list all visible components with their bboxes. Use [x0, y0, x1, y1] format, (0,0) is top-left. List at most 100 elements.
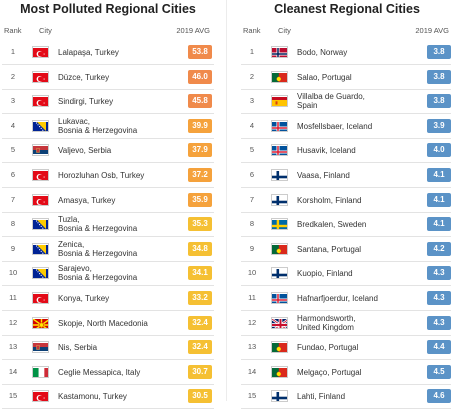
city-cell: Mosfellsbaer, Iceland: [297, 121, 373, 131]
table-row: 10 Sarajevo, Bosnia & Herzegovina 34.1: [2, 261, 214, 287]
turkey-flag-icon: [32, 169, 49, 181]
turkey-flag-icon: [32, 193, 49, 206]
avg-column-header: 2019 AVG: [415, 26, 449, 35]
serbia-flag-icon: [32, 341, 49, 354]
bosnia-flag-icon: [32, 218, 49, 231]
panel-divider: [226, 0, 227, 401]
iceland-flag-icon: [271, 119, 288, 132]
table-row: 13 Fundao, Portugal 4.4: [241, 335, 451, 361]
bosnia-flag-icon: [32, 242, 49, 255]
avg-value-badge: 3.8: [427, 45, 451, 59]
avg-value-badge: 33.2: [188, 291, 212, 305]
avg-value-badge: 34.1: [188, 266, 212, 281]
norway-flag-icon: [271, 46, 288, 58]
table-row: 4 Lukavac, Bosnia & Herzegovina 39.9: [2, 114, 214, 139]
avg-value-badge: 32.4: [188, 315, 212, 330]
table-row: 14 Melgaço, Portugal 4.5: [241, 360, 451, 385]
city-cell: Santana, Portugal: [297, 244, 362, 254]
city-cell: Fundao, Portugal: [297, 343, 359, 353]
city-cell: Melgaço, Portugal: [297, 367, 362, 377]
table-row: 6 Vaasa, Finland 4.1: [241, 163, 451, 188]
table-row: 5 Valjevo, Serbia 37.9: [2, 138, 214, 164]
polluted-table-title: Most Polluted Regional Cities: [20, 2, 196, 16]
cleanest-cities-table: Cleanest Regional Cities Rank City 2019 …: [241, 0, 451, 409]
city-cell: Kastamonu, Turkey: [58, 392, 127, 402]
city-cell: Bodo, Norway: [297, 48, 348, 57]
table-row: 3 Villalba de Guardo, Spain 3.8: [241, 89, 451, 115]
city-cell: Lukavac, Bosnia & Herzegovina: [58, 116, 138, 135]
avg-value-badge: 35.9: [188, 192, 212, 207]
iceland-flag-icon: [271, 292, 288, 304]
turkey-flag-icon: [32, 46, 49, 58]
table-row: 7 Amasya, Turkey 35.9: [2, 188, 214, 213]
bosnia-flag-icon: [32, 119, 49, 132]
city-cell: Salao, Portugal: [297, 72, 352, 82]
rank-cell: 12: [247, 317, 257, 327]
avg-value-badge: 4.3: [427, 315, 451, 330]
rank-cell: 5: [249, 145, 255, 155]
city-cell: Konya, Turkey: [58, 294, 110, 303]
portugal-flag-icon: [271, 242, 288, 255]
table-row: 11 Konya, Turkey 33.2: [2, 286, 214, 311]
macedonia-flag-icon: [32, 316, 49, 329]
table-row: 3 Sindirgi, Turkey 45.8: [2, 89, 214, 115]
city-cell: Horozluhan Osb, Turkey: [58, 171, 145, 180]
city-cell: Valjevo, Serbia: [58, 146, 112, 156]
city-cell: Lahti, Finland: [297, 392, 346, 402]
rank-column-header: Rank: [4, 26, 22, 35]
cleanest-table-title: Cleanest Regional Cities: [274, 2, 420, 16]
avg-value-badge: 4.5: [427, 364, 451, 379]
city-cell: Korsholm, Finland: [297, 195, 362, 205]
rank-cell: 7: [10, 194, 16, 204]
rank-column-header: Rank: [243, 26, 261, 35]
avg-value-badge: 34.8: [188, 241, 212, 256]
table-row: 1 Bodo, Norway 3.8: [241, 40, 451, 65]
turkey-flag-icon: [32, 70, 49, 83]
avg-value-badge: 4.3: [427, 266, 451, 281]
city-cell: Lalapaşa, Turkey: [58, 48, 119, 57]
table-row: 9 Santana, Portugal 4.2: [241, 237, 451, 262]
avg-value-badge: 4.2: [427, 241, 451, 256]
turkey-flag-icon: [32, 95, 49, 108]
rank-cell: 1: [10, 47, 16, 56]
table-row: 2 Salao, Portugal 3.8: [241, 65, 451, 90]
rank-cell: 7: [249, 194, 255, 204]
serbia-flag-icon: [32, 144, 49, 157]
uk-flag-icon: [271, 316, 288, 329]
city-cell: Amasya, Turkey: [58, 195, 116, 205]
rank-cell: 2: [249, 71, 255, 81]
rank-cell: 15: [247, 391, 257, 401]
avg-value-badge: 3.9: [427, 118, 451, 133]
table-row: 8 Bredkalen, Sweden 4.1: [241, 212, 451, 238]
rank-cell: 8: [10, 219, 16, 229]
rank-cell: 4: [10, 120, 16, 130]
rank-cell: 10: [8, 268, 18, 278]
table-row: 8 Tuzla, Bosnia & Herzegovina 35.3: [2, 212, 214, 238]
avg-value-badge: 46.0: [188, 69, 212, 84]
avg-value-badge: 4.6: [427, 389, 451, 404]
table-row: 12 Skopje, North Macedonia 32.4: [2, 311, 214, 336]
avg-value-badge: 4.3: [427, 291, 451, 305]
finland-flag-icon: [271, 169, 288, 181]
cleanest-table-header: Rank City 2019 AVG: [241, 18, 451, 40]
table-row: 15 Lahti, Finland 4.6: [241, 384, 451, 409]
rank-cell: 14: [247, 366, 257, 376]
rank-cell: 10: [247, 268, 257, 278]
bosnia-flag-icon: [32, 267, 49, 280]
rank-cell: 9: [249, 243, 255, 253]
table-row: 6 Horozluhan Osb, Turkey 37.2: [2, 163, 214, 188]
rank-cell: 4: [249, 120, 255, 130]
avg-value-badge: 37.2: [188, 168, 212, 182]
city-cell: Bredkalen, Sweden: [297, 220, 367, 230]
rank-cell: 5: [10, 145, 16, 155]
avg-value-badge: 4.1: [427, 168, 451, 182]
city-cell: Kuopio, Finland: [297, 269, 353, 279]
table-row: 1 Lalapaşa, Turkey 53.8: [2, 40, 214, 65]
city-cell: Sarajevo, Bosnia & Herzegovina: [58, 264, 138, 283]
finland-flag-icon: [271, 193, 288, 206]
city-cell: Harmondsworth, United Kingdom: [297, 313, 356, 332]
city-column-header: City: [39, 26, 52, 35]
rank-cell: 8: [249, 219, 255, 229]
city-cell: Vaasa, Finland: [297, 171, 350, 180]
avg-value-badge: 4.4: [427, 340, 451, 355]
